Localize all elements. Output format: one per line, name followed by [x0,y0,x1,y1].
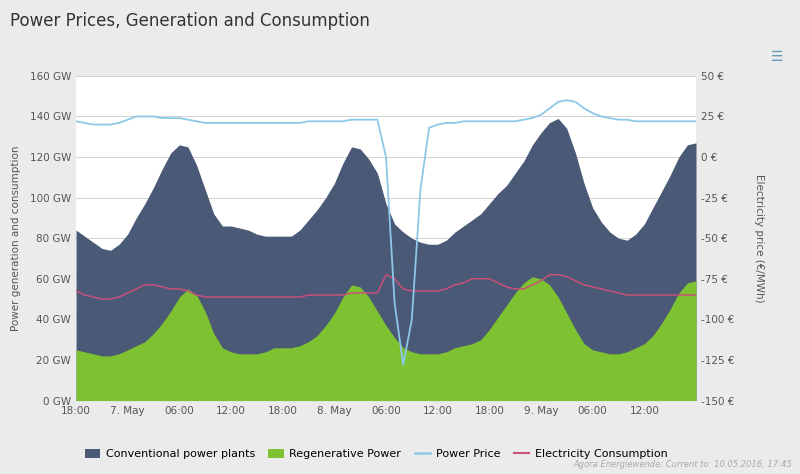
Text: Power Prices, Generation and Consumption: Power Prices, Generation and Consumption [10,12,370,30]
Y-axis label: Power generation and consumption: Power generation and consumption [11,146,22,331]
Y-axis label: Electricity price (€/MWh): Electricity price (€/MWh) [754,174,764,302]
Text: Agora Energiewende; Current to: 10.05.2016, 17:45: Agora Energiewende; Current to: 10.05.20… [573,460,792,469]
Legend: Conventional power plants, Regenerative Power, Power Price, Electricity Consumpt: Conventional power plants, Regenerative … [80,444,672,464]
Text: ☰: ☰ [770,50,783,64]
